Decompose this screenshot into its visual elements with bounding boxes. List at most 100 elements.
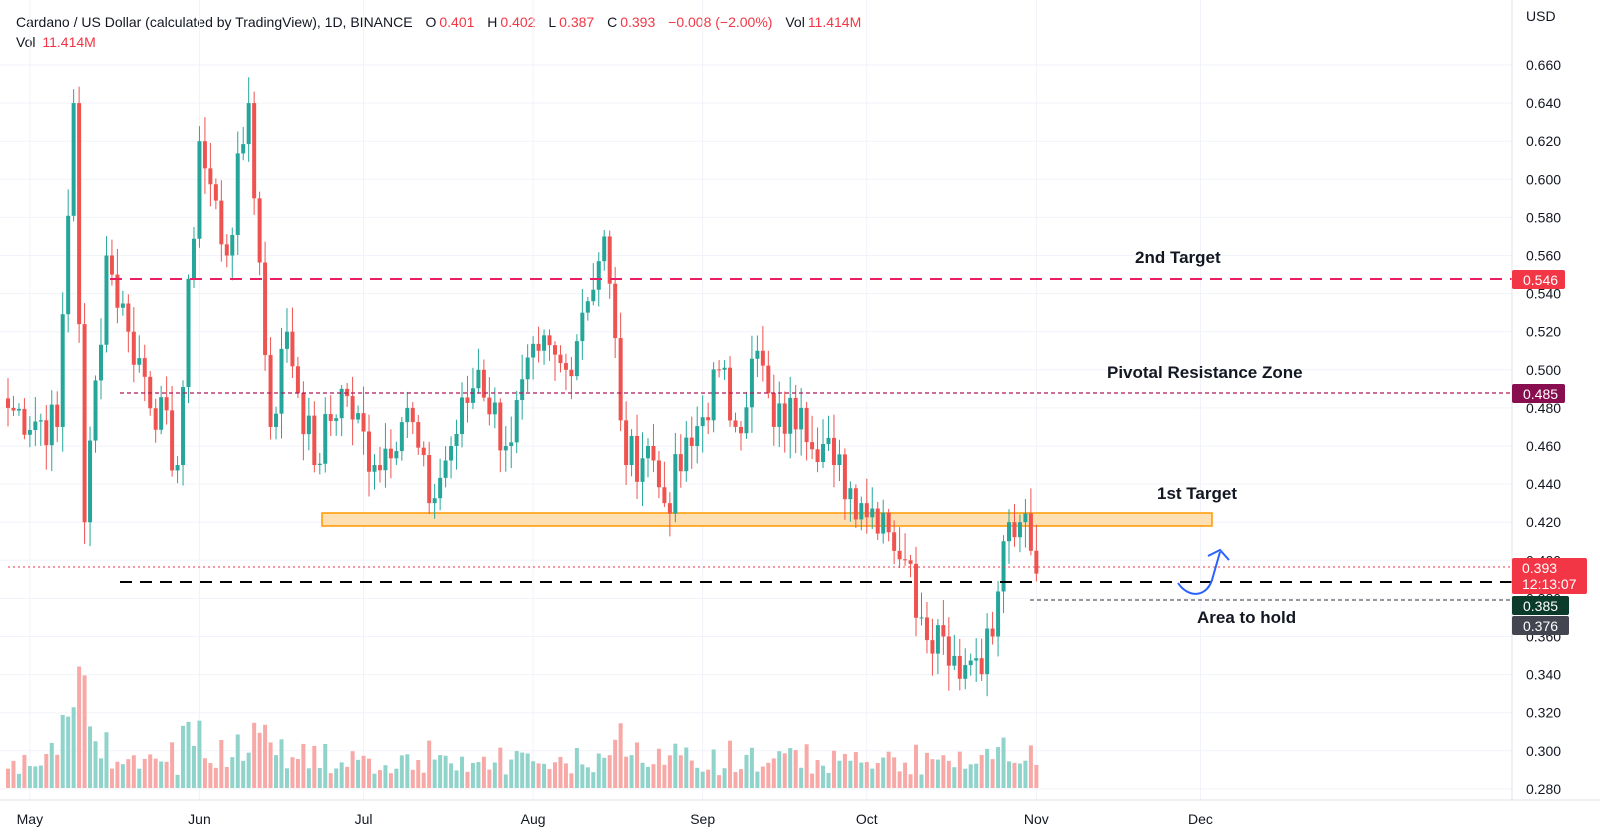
- candle-body: [908, 560, 913, 564]
- volume-bar: [427, 740, 432, 788]
- candle-body: [263, 262, 268, 356]
- volume-bar: [766, 762, 771, 788]
- volume-bar: [246, 752, 251, 788]
- currency-label[interactable]: USD: [1526, 8, 1556, 24]
- second-target-label: 2nd Target: [1135, 248, 1221, 267]
- volume-bar: [257, 732, 262, 788]
- volume-bar: [624, 756, 629, 788]
- volume-bar: [137, 768, 142, 788]
- candle-body: [717, 369, 722, 371]
- time-tick-label: Jun: [188, 811, 211, 827]
- candle-body: [728, 367, 733, 421]
- candle-body: [859, 503, 864, 520]
- price-axis[interactable]: 0.660 0.640 0.620 0.600 0.580 0.560 0.540 0.520…: [1526, 8, 1561, 797]
- candle-body: [449, 446, 454, 461]
- time-tick-label: Dec: [1188, 811, 1213, 827]
- volume-bar: [405, 754, 410, 788]
- price-tick-label: 0.320: [1526, 705, 1561, 721]
- volume-bar: [711, 749, 716, 788]
- candle-body: [914, 563, 919, 618]
- symbol-title[interactable]: Cardano / US Dollar (calculated by Tradi…: [16, 14, 413, 30]
- candle-body: [930, 640, 935, 654]
- candle-body: [443, 460, 448, 478]
- candle-body: [279, 348, 284, 414]
- volume-bar: [733, 772, 738, 788]
- volume-bar: [148, 754, 153, 788]
- candle-body: [126, 303, 131, 332]
- price-tick-label: 0.660: [1526, 57, 1561, 73]
- volume-bar: [777, 751, 782, 788]
- candle-body: [1001, 541, 1006, 592]
- price-tick-label: 0.640: [1526, 95, 1561, 111]
- volume-bar: [274, 755, 279, 788]
- volume-bar: [717, 775, 722, 788]
- candle-body: [454, 434, 459, 446]
- volume-bar: [449, 763, 454, 788]
- price-tick-label: 0.520: [1526, 324, 1561, 340]
- volume-bar: [44, 754, 49, 788]
- time-axis[interactable]: May Jun Jul Aug Sep Oct Nov Dec: [17, 811, 1213, 827]
- first-target-label: 1st Target: [1157, 484, 1237, 503]
- candle-body: [55, 404, 60, 427]
- volume-bar: [853, 752, 858, 788]
- volume-bar: [744, 754, 749, 788]
- candle-body: [799, 407, 804, 430]
- volume-bar: [252, 722, 257, 788]
- candle-body: [367, 431, 372, 472]
- candle-body: [563, 363, 568, 370]
- candle-body: [115, 274, 120, 308]
- volume-bar: [432, 759, 437, 788]
- candle-body: [487, 397, 492, 415]
- volume-bar: [821, 765, 826, 788]
- candle-body: [645, 446, 650, 459]
- volume-bar: [82, 675, 87, 788]
- candle-body: [470, 388, 475, 403]
- volume-bar: [903, 762, 908, 788]
- volume-bar: [301, 743, 306, 788]
- volume-bar: [1017, 763, 1022, 788]
- candle-body: [181, 387, 186, 466]
- price-tick-label: 0.300: [1526, 743, 1561, 759]
- candle-body: [985, 628, 990, 675]
- price-tick-label: 0.340: [1526, 667, 1561, 683]
- candle-body: [295, 366, 300, 394]
- candle-body: [98, 344, 103, 381]
- candle-body: [109, 255, 114, 275]
- volume-bar: [345, 766, 350, 788]
- volume-bar: [514, 751, 519, 788]
- candle-body: [44, 420, 49, 446]
- candle-body: [6, 398, 10, 408]
- candle-body: [979, 658, 984, 675]
- grid: [0, 0, 1512, 800]
- volume-bar: [815, 760, 820, 788]
- volume-bar: [159, 761, 164, 788]
- candle-body: [427, 455, 432, 504]
- volume-bar: [755, 771, 760, 788]
- candle-body: [268, 355, 273, 427]
- volume-bar: [558, 756, 563, 788]
- candle-body: [591, 289, 596, 302]
- volume-bar: [656, 748, 661, 788]
- volume-bar: [11, 760, 16, 788]
- price-tag-target: 0.546: [1512, 270, 1565, 289]
- volume-bar: [312, 745, 317, 788]
- projection-arrow[interactable]: [1177, 551, 1221, 595]
- candle-body: [328, 414, 333, 421]
- volume-bar: [1007, 761, 1012, 788]
- volume-bar: [996, 747, 1001, 788]
- price-tag-low-text: 0.376: [1523, 618, 1558, 634]
- candle-body: [662, 487, 667, 504]
- volume-bar: [356, 759, 361, 788]
- candle-body: [635, 435, 640, 482]
- candle-body: [536, 343, 541, 351]
- time-tick-label: Sep: [690, 811, 715, 827]
- candle-body: [476, 369, 481, 389]
- candle-body: [602, 236, 607, 262]
- volume-bar: [509, 759, 514, 788]
- first-target-zone[interactable]: [321, 512, 1213, 527]
- volume-indicator-label[interactable]: Vol: [16, 34, 36, 50]
- candle-body: [853, 488, 858, 520]
- candle-body: [1023, 513, 1028, 523]
- candle-body: [618, 338, 623, 421]
